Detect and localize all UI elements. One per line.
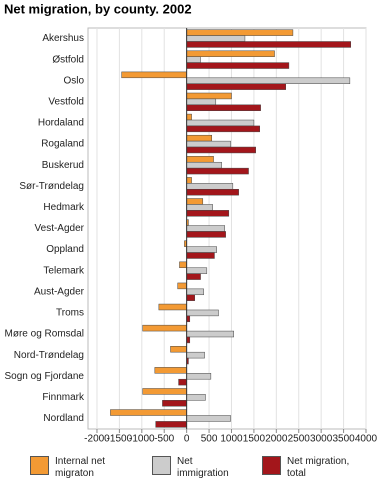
bar [142, 324, 187, 332]
bar [186, 77, 351, 84]
bar [186, 35, 246, 42]
chart-title: Net migration, by county. 2002 [4, 1, 192, 16]
bar [186, 125, 260, 133]
legend-item: Internal net migraton [30, 456, 123, 480]
bar [186, 330, 234, 338]
bar [186, 394, 206, 401]
y-tick-label: Buskerud [42, 160, 84, 171]
bar [186, 113, 192, 121]
y-tick-label: Nord-Trøndelag [14, 350, 84, 361]
y-tick-label: Vestfold [48, 97, 84, 108]
legend-label: Net migration, total [287, 456, 350, 479]
x-tick-label: 4000 [355, 434, 378, 445]
bar [186, 415, 231, 422]
legend-label: Internal net migraton [55, 456, 106, 479]
y-tick-label: Østfold [52, 54, 84, 65]
bar [110, 409, 187, 416]
bar [142, 388, 187, 395]
y-tick-label: Finnmark [42, 392, 85, 403]
x-tick-label: -500 [154, 434, 174, 445]
bar [186, 183, 234, 190]
bar [186, 231, 226, 238]
bar [155, 421, 187, 428]
y-tick-label: Aust-Agder [34, 286, 85, 297]
bar [186, 225, 226, 232]
bar [154, 367, 187, 374]
bar [186, 146, 256, 154]
bar [186, 294, 195, 301]
y-tick-label: Oslo [63, 75, 84, 86]
bar [186, 198, 204, 205]
y-tick-label: Telemark [43, 265, 85, 276]
y-tick-label: Hedmark [43, 202, 85, 213]
x-tick-label: -1500 [107, 434, 133, 445]
legend-swatch [152, 456, 171, 475]
legend-swatch [262, 456, 281, 475]
y-tick-label: Vest-Agder [35, 223, 85, 234]
bar [186, 167, 249, 175]
bar [186, 210, 230, 217]
bar [170, 346, 187, 353]
bar [186, 373, 212, 380]
bar [177, 282, 187, 290]
bar [186, 309, 219, 317]
bar [186, 140, 231, 148]
bar [186, 83, 286, 90]
legend-item: Net immigration [152, 456, 237, 480]
bar [186, 98, 217, 106]
bar [179, 261, 187, 269]
x-tick-label: 2500 [288, 434, 311, 445]
bar [186, 273, 201, 280]
y-tick-label: Akershus [42, 33, 84, 44]
y-tick-label: Oppland [46, 244, 84, 255]
bar [186, 177, 192, 184]
bar [186, 50, 275, 57]
x-tick-label: 1500 [243, 434, 266, 445]
bar [186, 92, 232, 100]
x-tick-label: 3000 [310, 434, 333, 445]
bar [178, 378, 187, 386]
bar [186, 252, 215, 259]
bar [186, 156, 214, 163]
x-tick-label: 3500 [332, 434, 355, 445]
bar [186, 56, 201, 63]
x-tick-label: 1000 [220, 434, 243, 445]
bar [186, 351, 205, 359]
legend-label: Net immigration [177, 456, 229, 479]
bar [186, 188, 239, 196]
bar [186, 119, 255, 127]
x-tick-label: 0 [184, 434, 190, 445]
bar [162, 400, 187, 407]
y-tick-label: Nordland [43, 413, 84, 424]
bar [158, 303, 187, 311]
y-tick-label: Sør-Trøndelag [19, 181, 84, 192]
y-tick-label: Troms [56, 308, 84, 319]
bar [186, 204, 213, 211]
legend-swatch [30, 456, 49, 475]
bar [186, 134, 213, 142]
bar [186, 41, 352, 48]
y-tick-label: Sogn og Fjordane [4, 371, 84, 382]
x-tick-label: 2000 [265, 434, 288, 445]
bar [186, 288, 204, 296]
y-tick-label: Rogaland [41, 139, 84, 150]
bar [186, 246, 217, 253]
bar [186, 104, 261, 111]
bar [186, 62, 290, 69]
bar [186, 161, 222, 169]
x-tick-label: 500 [201, 434, 218, 445]
x-tick-label: -2000 [84, 434, 110, 445]
legend-item: Net migration, total [262, 456, 367, 480]
bar [186, 267, 208, 274]
x-tick-label: -1000 [129, 434, 155, 445]
bar [121, 71, 187, 79]
y-tick-label: Møre og Romsdal [5, 329, 84, 340]
y-tick-label: Hordaland [38, 118, 84, 129]
bar [186, 29, 294, 36]
